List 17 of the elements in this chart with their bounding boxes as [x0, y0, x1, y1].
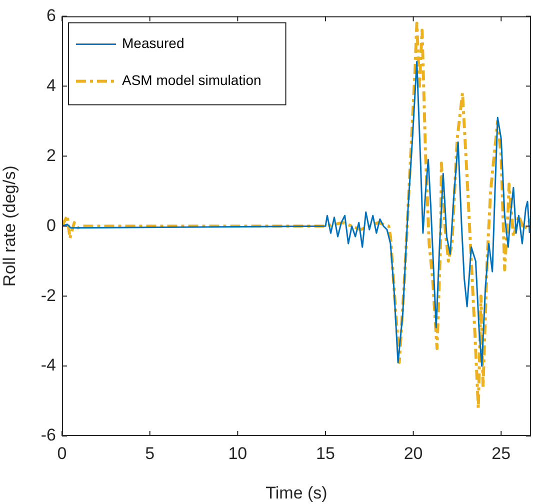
y-axis-title: Roll rate (deg/s) — [0, 166, 19, 287]
y-tick-label: -2 — [40, 286, 56, 305]
line-series — [62, 22, 531, 410]
legend-label: Measured — [122, 35, 184, 52]
x-tick-label: 20 — [404, 444, 423, 463]
y-tick-label: 6 — [46, 6, 56, 25]
y-tick-label: 0 — [46, 216, 56, 235]
x-tick-label: 10 — [228, 444, 248, 463]
x-axis-title: Time (s) — [266, 483, 328, 502]
legend-label: ASM model simulation — [122, 72, 262, 88]
y-tick-label: 4 — [46, 76, 56, 95]
x-tick-label: 25 — [492, 444, 511, 463]
x-tick-label: 15 — [316, 444, 335, 463]
y-tick-label: -4 — [40, 356, 56, 375]
x-tick-label: 5 — [145, 444, 155, 463]
y-tick-label: 2 — [46, 146, 56, 165]
y-tick-label: -6 — [40, 426, 56, 445]
